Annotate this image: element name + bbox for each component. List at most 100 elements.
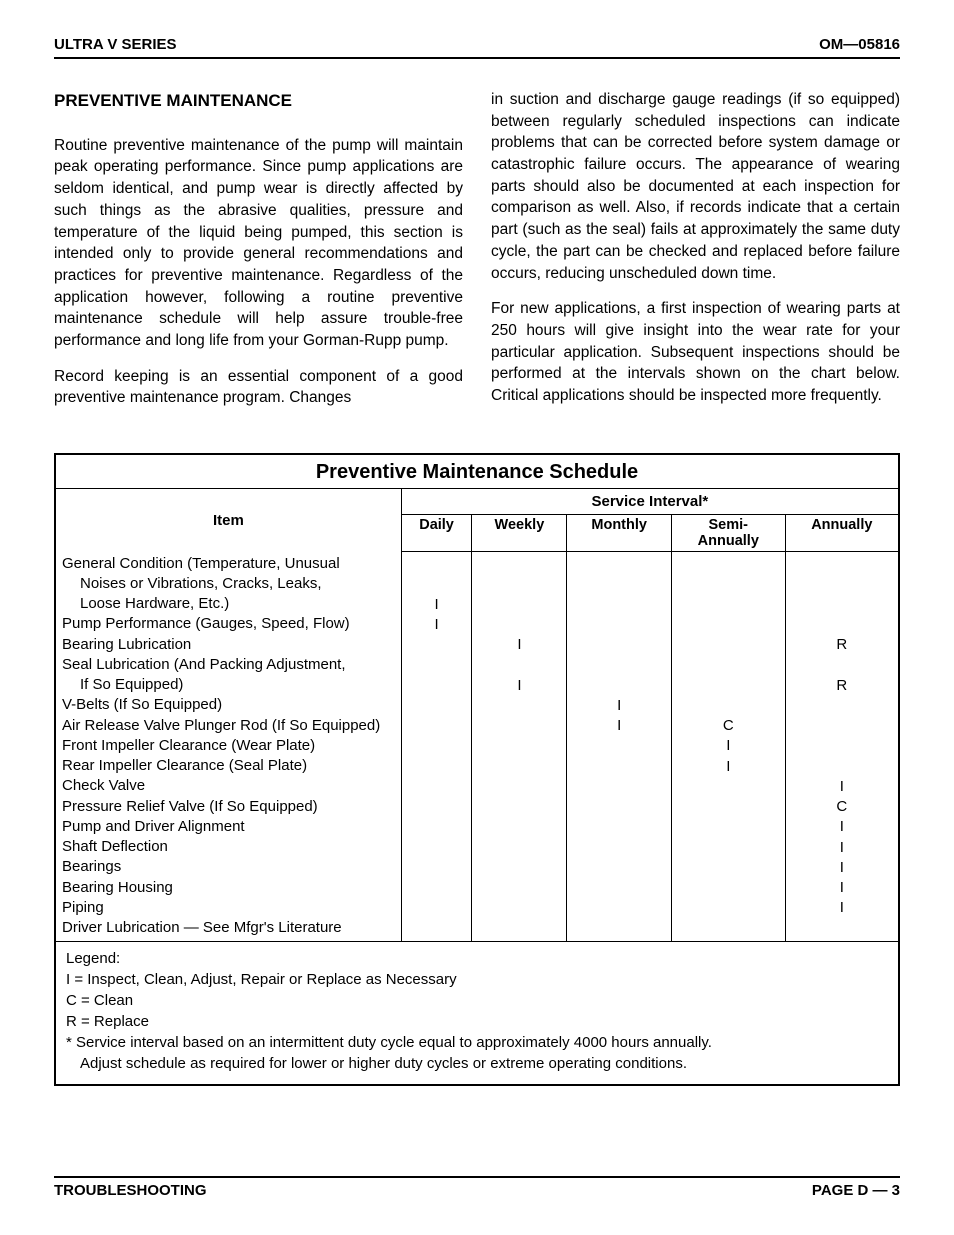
mark (573, 777, 665, 797)
legend-title: Legend: (66, 948, 888, 969)
mark (478, 696, 560, 716)
mark (478, 858, 560, 878)
table-row: Noises or Vibrations, Cracks, Leaks, (62, 574, 395, 594)
page-footer: TROUBLESHOOTING PAGE D — 3 (54, 1176, 900, 1199)
mark (792, 716, 892, 736)
mark (792, 919, 892, 939)
table-row: V-Belts (If So Equipped) (62, 695, 395, 715)
table-row: Pressure Relief Valve (If So Equipped) (62, 797, 395, 817)
mark (792, 615, 892, 635)
mark (792, 757, 892, 777)
header-left: ULTRA V SERIES (54, 36, 177, 53)
mark (573, 655, 665, 675)
mark (792, 696, 892, 716)
mark (573, 919, 665, 939)
col-header-interval: Service Interval* (401, 489, 898, 515)
legend-r: R = Replace (66, 1011, 888, 1032)
mark: R (792, 635, 892, 655)
mark (792, 595, 892, 615)
mark: I (408, 615, 466, 635)
table-row: Driver Lubrication — See Mfgr's Literatu… (62, 918, 395, 938)
mark (792, 574, 892, 594)
mark (573, 574, 665, 594)
table-row: Check Valve (62, 776, 395, 796)
mark (408, 878, 466, 898)
mark (573, 635, 665, 655)
mark (408, 858, 466, 878)
mark: I (573, 696, 665, 716)
mark: I (678, 757, 779, 777)
mark (478, 736, 560, 756)
mark (408, 574, 466, 594)
table-row: Bearing Housing (62, 878, 395, 898)
left-column: PREVENTIVE MAINTENANCE Routine preventiv… (54, 89, 463, 423)
table-row: Rear Impeller Clearance (Seal Plate) (62, 756, 395, 776)
mark: I (573, 716, 665, 736)
mark (408, 736, 466, 756)
header-right: OM—05816 (819, 36, 900, 53)
mark (678, 898, 779, 918)
table-row: Seal Lubrication (And Packing Adjustment… (62, 655, 395, 675)
schedule-title: Preventive Maintenance Schedule (56, 455, 898, 488)
mark (573, 554, 665, 574)
legend-footnote-2: Adjust schedule as required for lower or… (66, 1053, 888, 1074)
table-row: General Condition (Temperature, Unusual (62, 554, 395, 574)
mark (478, 757, 560, 777)
legend: Legend: I = Inspect, Clean, Adjust, Repa… (56, 942, 898, 1084)
mark (573, 736, 665, 756)
para-4: For new applications, a first inspection… (491, 298, 900, 406)
table-row: Air Release Valve Plunger Rod (If So Equ… (62, 716, 395, 736)
mark (678, 817, 779, 837)
col-header-semiannually: Semi- Annually (671, 515, 785, 552)
marks-daily: II (401, 552, 472, 942)
marks-weekly: I I (472, 552, 567, 942)
mark (573, 615, 665, 635)
section-title: PREVENTIVE MAINTENANCE (54, 89, 463, 113)
mark (408, 797, 466, 817)
mark (678, 655, 779, 675)
mark (408, 898, 466, 918)
mark (678, 676, 779, 696)
mark (408, 696, 466, 716)
mark: I (792, 878, 892, 898)
marks-monthly: II (567, 552, 672, 942)
mark (408, 716, 466, 736)
mark (478, 595, 560, 615)
page: ULTRA V SERIES OM—05816 PREVENTIVE MAINT… (0, 0, 954, 1235)
mark (573, 898, 665, 918)
mark (408, 676, 466, 696)
mark (573, 797, 665, 817)
mark (478, 615, 560, 635)
mark (478, 797, 560, 817)
mark (408, 817, 466, 837)
mark: I (478, 635, 560, 655)
items-cell: General Condition (Temperature, UnusualN… (56, 552, 401, 942)
table-row: If So Equipped) (62, 675, 395, 695)
body-columns: PREVENTIVE MAINTENANCE Routine preventiv… (54, 89, 900, 423)
mark (678, 838, 779, 858)
mark (573, 757, 665, 777)
mark (478, 574, 560, 594)
mark (478, 817, 560, 837)
mark (792, 655, 892, 675)
mark (678, 595, 779, 615)
col-header-item: Item (56, 489, 401, 552)
mark: I (792, 858, 892, 878)
mark (478, 878, 560, 898)
mark (478, 777, 560, 797)
legend-i: I = Inspect, Clean, Adjust, Repair or Re… (66, 969, 888, 990)
mark (478, 716, 560, 736)
mark: I (792, 838, 892, 858)
mark (408, 757, 466, 777)
col-header-daily: Daily (401, 515, 472, 552)
mark: I (478, 676, 560, 696)
col-header-annually: Annually (785, 515, 898, 552)
legend-footnote-1: * Service interval based on an intermitt… (66, 1032, 888, 1053)
footer-left: TROUBLESHOOTING (54, 1182, 207, 1199)
mark: I (678, 736, 779, 756)
mark (678, 919, 779, 939)
mark: I (792, 898, 892, 918)
mark (408, 655, 466, 675)
mark: I (792, 777, 892, 797)
mark (678, 635, 779, 655)
